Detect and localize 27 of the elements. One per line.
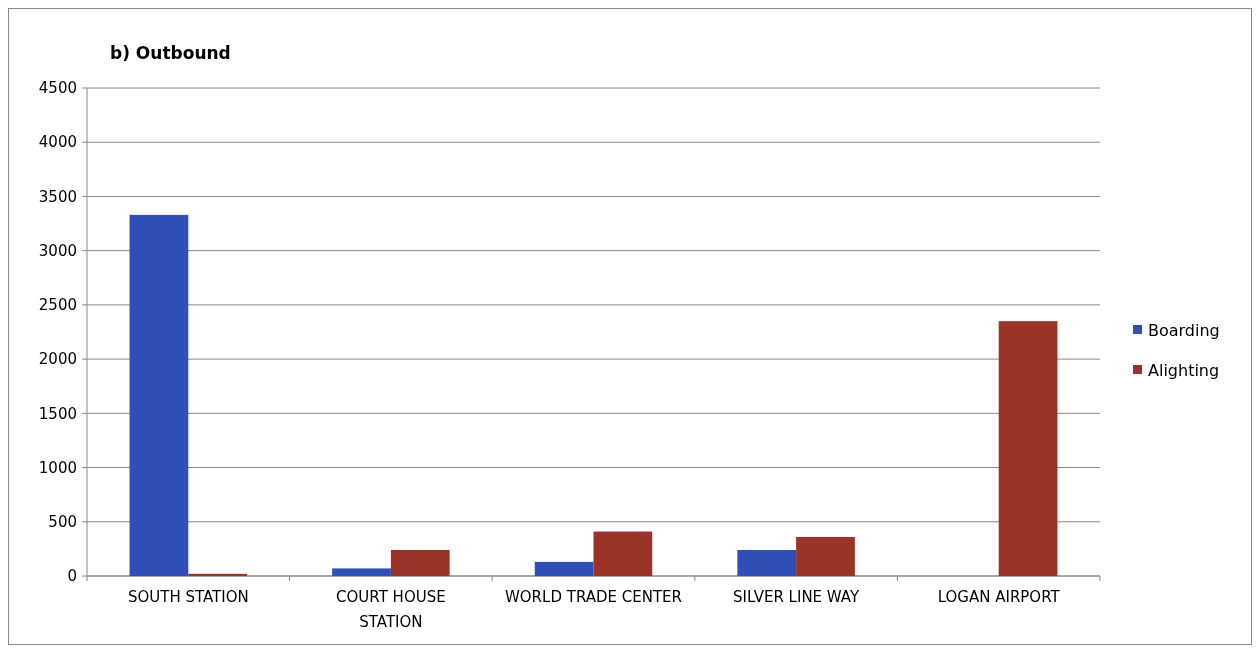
y-tick-label: 2500: [38, 296, 77, 315]
bar: [390, 549, 450, 576]
y-tick-label: 1500: [38, 404, 77, 423]
x-tick-label: COURT HOUSE STATION: [336, 588, 446, 631]
chart-title: b) Outbound: [110, 43, 231, 63]
bar: [332, 568, 391, 576]
bar: [129, 214, 189, 576]
bar: [796, 536, 855, 576]
y-tick-label: 3000: [38, 241, 77, 260]
bar: [998, 321, 1058, 576]
y-tick-label: 3500: [38, 187, 77, 206]
y-tick-label: 0: [67, 567, 77, 586]
bar: [534, 561, 594, 576]
y-tick-label: 4500: [38, 79, 77, 98]
legend-label: Boarding: [1148, 320, 1220, 340]
bar: [188, 573, 248, 576]
bar: [737, 549, 797, 576]
x-tick-label: WORLD TRADE CENTER: [504, 588, 683, 606]
x-tick-label: LOGAN AIRPORT: [937, 588, 1061, 606]
x-tick-label: SOUTH STATION: [127, 588, 249, 606]
y-tick-label: 500: [48, 513, 77, 532]
y-tick-label: 2000: [38, 350, 77, 369]
y-tick-label: 1000: [38, 458, 77, 477]
y-tick-label: 4000: [38, 133, 77, 152]
bar: [593, 531, 653, 576]
legend-label: Alighting: [1148, 360, 1220, 380]
x-tick-label: SILVER LINE WAY: [733, 588, 860, 606]
